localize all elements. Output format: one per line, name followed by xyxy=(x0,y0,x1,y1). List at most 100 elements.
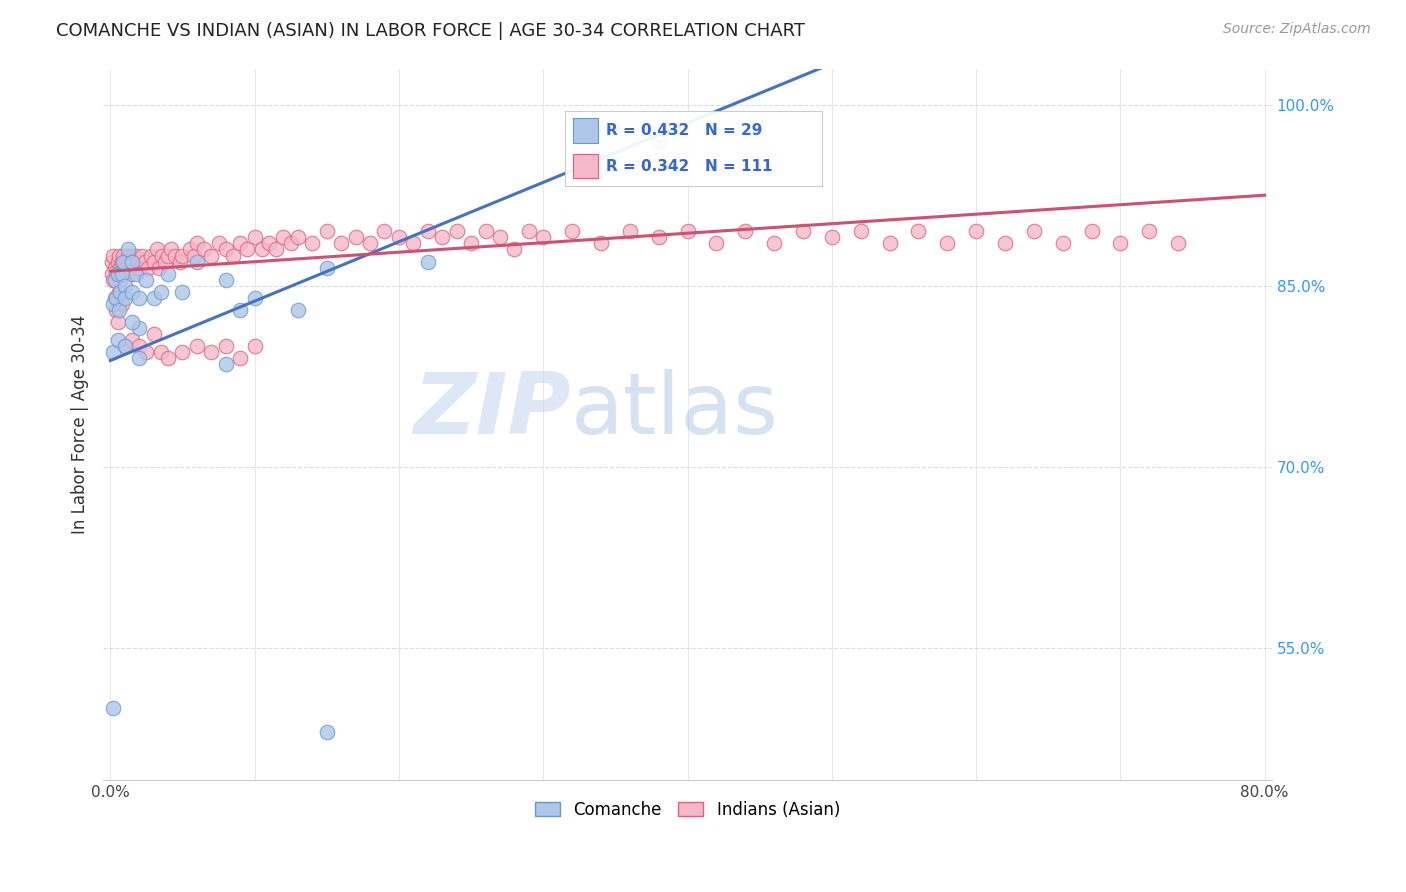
Point xyxy=(280,236,302,251)
Point xyxy=(108,302,131,317)
Text: Source: ZipAtlas.com: Source: ZipAtlas.com xyxy=(1223,22,1371,37)
Point xyxy=(103,248,125,262)
Point xyxy=(125,248,148,262)
Point xyxy=(139,248,162,262)
Point xyxy=(172,285,194,299)
Point xyxy=(121,315,143,329)
Point xyxy=(1080,224,1102,238)
Legend: Comanche, Indians (Asian): Comanche, Indians (Asian) xyxy=(529,794,846,825)
Point xyxy=(373,224,395,238)
Point xyxy=(243,230,266,244)
Point xyxy=(706,236,728,251)
Point xyxy=(165,248,187,262)
Point xyxy=(128,351,150,365)
Point xyxy=(101,254,124,268)
Point xyxy=(460,236,482,251)
Point xyxy=(111,297,134,311)
Point xyxy=(243,291,266,305)
Point xyxy=(110,260,132,275)
Point xyxy=(388,230,411,244)
Point xyxy=(1167,236,1189,251)
Point xyxy=(994,236,1017,251)
Point xyxy=(134,254,156,268)
Point xyxy=(125,267,148,281)
Point xyxy=(114,291,136,305)
Point xyxy=(273,230,295,244)
Point xyxy=(149,285,172,299)
Point xyxy=(315,725,337,739)
Y-axis label: In Labor Force | Age 30-34: In Labor Force | Age 30-34 xyxy=(72,315,89,534)
Point xyxy=(965,224,987,238)
Point xyxy=(160,243,183,257)
Point xyxy=(243,339,266,353)
Point xyxy=(112,248,135,262)
Point xyxy=(647,134,669,148)
Point xyxy=(114,339,136,353)
Point xyxy=(330,236,353,251)
Point xyxy=(121,285,143,299)
Point xyxy=(107,315,129,329)
Point xyxy=(142,254,165,268)
Point xyxy=(108,285,131,299)
Point xyxy=(359,236,381,251)
Point xyxy=(157,248,180,262)
Point xyxy=(114,339,136,353)
Point xyxy=(107,333,129,347)
Point xyxy=(103,701,125,715)
Point xyxy=(647,230,669,244)
Point xyxy=(250,243,273,257)
Point xyxy=(344,230,367,244)
Point xyxy=(128,321,150,335)
Point xyxy=(229,302,252,317)
Point xyxy=(200,345,222,359)
Point xyxy=(112,254,135,268)
Point xyxy=(107,254,129,268)
Point xyxy=(142,326,165,341)
Point xyxy=(153,254,176,268)
Point xyxy=(121,248,143,262)
Point xyxy=(1137,224,1160,238)
Point xyxy=(128,291,150,305)
Point xyxy=(117,243,139,257)
Point xyxy=(105,291,128,305)
Point xyxy=(118,254,141,268)
Point xyxy=(120,267,142,281)
Point xyxy=(108,248,131,262)
Point xyxy=(207,236,229,251)
Point xyxy=(145,243,167,257)
Point xyxy=(103,272,125,286)
Point xyxy=(128,339,150,353)
Point xyxy=(432,230,454,244)
Point xyxy=(531,230,554,244)
Point xyxy=(121,333,143,347)
Point xyxy=(136,260,159,275)
Point xyxy=(186,236,208,251)
Point xyxy=(257,236,280,251)
Point xyxy=(301,236,323,251)
Point xyxy=(236,243,259,257)
Point xyxy=(122,254,145,268)
Point xyxy=(149,345,172,359)
Text: ZIP: ZIP xyxy=(413,368,571,451)
Point xyxy=(266,243,288,257)
Point xyxy=(101,267,124,281)
Point xyxy=(907,224,929,238)
Point xyxy=(402,236,425,251)
Point xyxy=(183,248,205,262)
Point xyxy=(517,224,540,238)
Point xyxy=(474,224,496,238)
Point xyxy=(315,224,337,238)
Point xyxy=(150,248,173,262)
Point xyxy=(215,272,238,286)
Point xyxy=(121,254,143,268)
Point xyxy=(131,248,153,262)
Point xyxy=(792,224,814,238)
Point xyxy=(287,302,309,317)
Point xyxy=(589,236,612,251)
Point xyxy=(110,285,132,299)
Text: atlas: atlas xyxy=(571,368,779,451)
Point xyxy=(936,236,959,251)
Point xyxy=(879,236,901,251)
Point xyxy=(148,260,170,275)
Point xyxy=(315,260,337,275)
